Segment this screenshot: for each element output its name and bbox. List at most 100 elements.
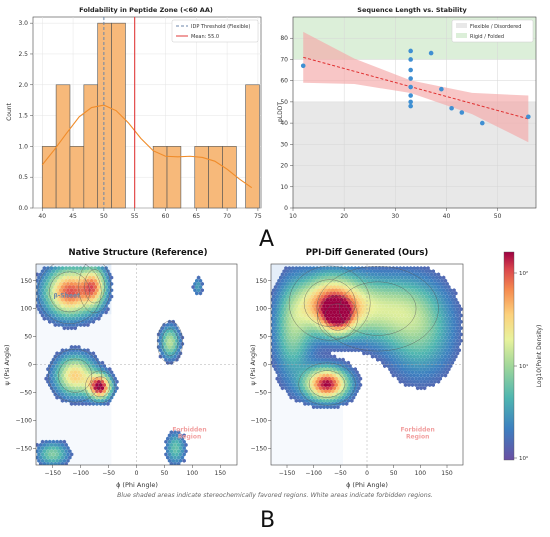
density-hexbin [305,329,309,334]
density-hexbin [53,272,57,277]
density-hexbin [66,275,70,280]
density-hexbin [426,297,430,302]
hist-y-tick-label: 1.0 [18,143,28,150]
density-hexbin [173,354,177,359]
density-hexbin [98,281,103,286]
histogram-bar [55,84,71,209]
density-hexbin [322,348,326,353]
density-hexbin [415,360,420,365]
density-hexbin [317,382,321,387]
density-hexbin [438,275,442,280]
density-hexbin [332,310,337,315]
density-hexbin [58,452,63,457]
density-hexbin [171,446,175,451]
density-hexbin [60,322,65,327]
density-hexbin [428,281,432,286]
density-hexbin [280,316,285,321]
density-hexbin [344,345,349,350]
density-hexbin [409,304,413,309]
density-hexbin [438,300,442,305]
density-hexbin [339,341,344,346]
density-hexbin [457,310,461,315]
density-hexbin [68,386,72,391]
density-hexbin [369,269,373,274]
density-hexbin [327,319,331,324]
density-hexbin [86,379,90,384]
generated-x-axis-label: ϕ (Phi Angle) [346,481,388,489]
density-hexbin [299,364,304,369]
density-hexbin [350,386,354,391]
density-hexbin [336,348,340,353]
density-hexbin [272,345,276,350]
density-hexbin [39,291,43,296]
density-hexbin [313,401,318,406]
density-hexbin [445,313,449,318]
density-hexbin [37,446,41,451]
density-hexbin [412,379,416,384]
rama-y-tick-label: 50 [24,334,32,341]
density-hexbin [386,307,390,312]
density-hexbin [280,329,285,334]
density-hexbin [452,338,456,343]
density-hexbin [318,360,323,365]
density-hexbin [435,370,439,375]
generated-y-axis-label: ψ (Psi Angle) [249,345,257,386]
density-hexbin [298,335,302,340]
density-hexbin [69,294,74,299]
density-hexbin [400,319,404,324]
density-hexbin [77,376,81,381]
density-hexbin [305,335,309,340]
density-hexbin [329,392,333,397]
density-hexbin [53,449,57,454]
density-hexbin [414,281,418,286]
density-hexbin [57,322,61,327]
density-hexbin [296,281,300,286]
density-hexbin [407,332,411,337]
density-hexbin [445,370,449,375]
density-hexbin [379,338,383,343]
density-hexbin [36,291,39,296]
density-hexbin [311,341,316,346]
density-hexbin [409,310,413,315]
density-hexbin [433,354,437,359]
density-hexbin [279,307,283,312]
density-hexbin [301,335,305,340]
density-hexbin [422,367,427,372]
density-hexbin [158,341,163,346]
density-hexbin [173,335,177,340]
density-hexbin [429,341,434,346]
density-hexbin [332,367,337,372]
density-hexbin [329,398,333,403]
density-hexbin [370,316,375,321]
density-hexbin [284,386,288,391]
density-hexbin [414,332,418,337]
density-hexbin [62,395,67,400]
density-hexbin [329,266,333,271]
rama-x-tick-label: −50 [334,470,347,477]
density-hexbin [71,322,76,327]
density-hexbin [111,373,116,378]
density-hexbin [44,439,48,444]
density-hexbin [78,373,83,378]
density-hexbin [405,278,409,283]
density-hexbin [102,382,106,387]
density-hexbin [339,392,344,397]
density-hexbin [372,288,377,293]
density-hexbin [306,401,311,406]
density-hexbin [310,275,314,280]
density-hexbin [389,357,394,362]
density-hexbin [77,351,81,356]
density-hexbin [294,310,299,315]
density-hexbin [48,300,52,305]
density-hexbin [395,291,399,296]
density-hexbin [107,291,112,296]
density-hexbin [55,382,59,387]
density-hexbin [334,269,338,274]
density-hexbin [86,367,90,372]
density-hexbin [376,351,380,356]
density-hexbin [393,351,397,356]
density-hexbin [289,319,293,324]
density-hexbin [282,376,286,381]
density-hexbin [402,354,406,359]
density-hexbin [415,373,420,378]
